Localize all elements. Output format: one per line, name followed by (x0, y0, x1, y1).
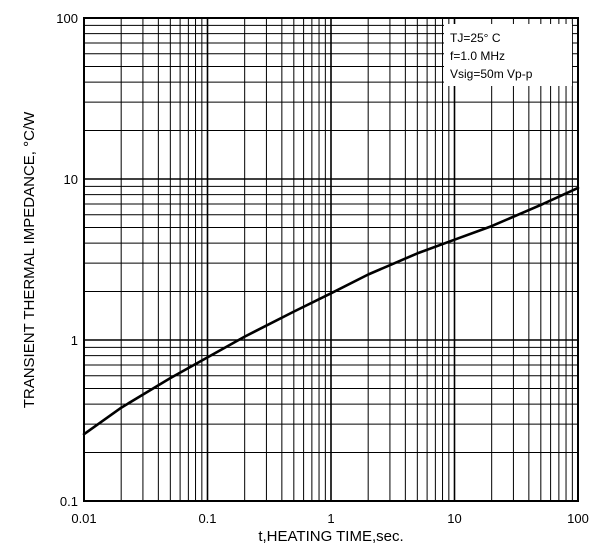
y-tick-label: 0.1 (60, 494, 78, 509)
x-tick-label: 0.1 (198, 511, 216, 526)
x-tick-label: 0.01 (71, 511, 96, 526)
data-series (82, 186, 580, 436)
annotation-line-2: f=1.0 MHz (450, 49, 505, 63)
plot-frame (83, 17, 579, 502)
minor-gridlines (84, 18, 578, 501)
annotation-line-1: TJ=25° C (450, 31, 501, 45)
y-axis-title: TRANSIENT THERMAL IMPEDANCE, °C/W (21, 111, 38, 408)
y-tick-label: 10 (64, 172, 78, 187)
y-tick-labels: 0.1 1 10 100 (56, 11, 78, 509)
y-tick-label: 100 (56, 11, 78, 26)
x-axis-title: t,HEATING TIME,sec. (258, 528, 403, 545)
annotation-line-3: Vsig=50m Vp-p (450, 67, 533, 81)
annotation-box (444, 24, 572, 86)
x-tick-label: 10 (447, 511, 461, 526)
x-tick-labels: 0.01 0.1 1 10 100 (71, 511, 589, 526)
x-tick-label: 1 (327, 511, 334, 526)
x-tick-label: 100 (567, 511, 589, 526)
y-tick-label: 1 (71, 333, 78, 348)
series-line (82, 186, 580, 436)
